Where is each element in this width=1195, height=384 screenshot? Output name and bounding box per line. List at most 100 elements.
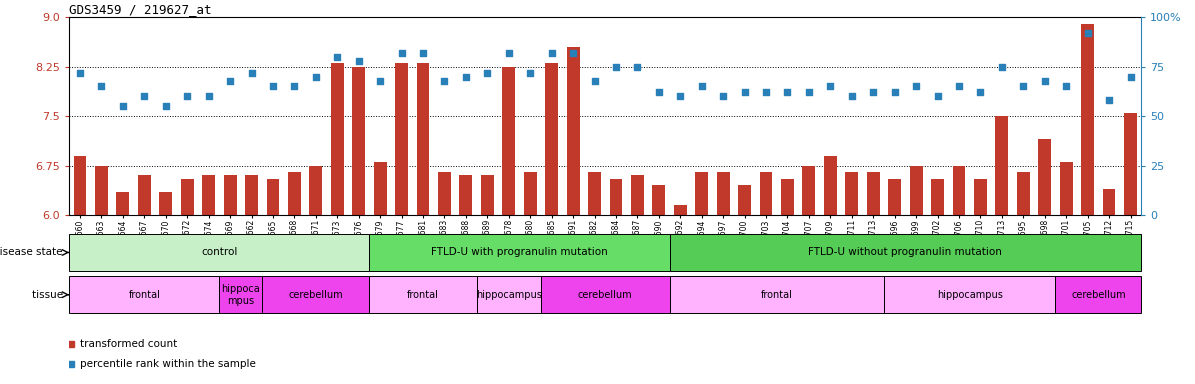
Bar (396, 63, 407, 215)
Bar (69, 276, 220, 313)
Point (649, 89, 668, 96)
Point (713, 93, 733, 99)
Point (606, 64, 625, 70)
Bar (477, 276, 541, 313)
Text: cerebellum: cerebellum (288, 290, 343, 300)
Bar (545, 63, 558, 215)
Bar (1017, 172, 1030, 215)
Bar (888, 179, 901, 215)
Text: FTLD-U without progranulin mutation: FTLD-U without progranulin mutation (809, 247, 1003, 258)
Point (842, 93, 862, 99)
Bar (96, 166, 108, 215)
Point (178, 93, 197, 99)
Point (692, 83, 711, 89)
Text: hippoca
mpus: hippoca mpus (221, 284, 261, 306)
Text: GDS3459 / 219627_at: GDS3459 / 219627_at (69, 3, 212, 16)
Point (864, 89, 883, 96)
Bar (669, 234, 1141, 271)
Point (478, 70, 497, 76)
Bar (1124, 113, 1136, 215)
Point (284, 83, 304, 89)
Bar (588, 172, 601, 215)
Bar (288, 172, 301, 215)
Bar (159, 192, 172, 215)
Bar (823, 156, 836, 215)
Point (263, 83, 282, 89)
Bar (1060, 162, 1073, 215)
Bar (1103, 189, 1115, 215)
Point (970, 89, 989, 96)
Point (543, 50, 562, 56)
Point (1035, 78, 1054, 84)
Point (200, 93, 219, 99)
Point (92, 83, 111, 89)
Bar (1081, 24, 1095, 215)
Point (885, 89, 905, 96)
Bar (180, 179, 194, 215)
Bar (331, 63, 344, 215)
Bar (674, 205, 687, 215)
Point (435, 78, 454, 84)
Bar (220, 276, 262, 313)
Bar (480, 175, 494, 215)
Bar (541, 276, 669, 313)
Text: hippocampus: hippocampus (937, 290, 1003, 300)
Bar (245, 175, 258, 215)
Point (756, 89, 776, 96)
Point (778, 89, 797, 96)
Point (799, 89, 819, 96)
Bar (652, 185, 666, 215)
Bar (609, 179, 623, 215)
Point (456, 73, 476, 79)
Text: hippocampus: hippocampus (476, 290, 541, 300)
Text: frontal: frontal (407, 290, 439, 300)
Text: frontal: frontal (761, 290, 792, 300)
Bar (739, 185, 750, 215)
Bar (1055, 276, 1141, 313)
Point (564, 50, 583, 56)
Text: transformed count: transformed count (80, 339, 177, 349)
Text: FTLD-U with progranulin mutation: FTLD-U with progranulin mutation (431, 247, 608, 258)
Bar (223, 175, 237, 215)
Text: cerebellum: cerebellum (578, 290, 632, 300)
Text: control: control (201, 247, 238, 258)
Point (992, 64, 1011, 70)
Text: tissue: tissue (32, 290, 66, 300)
Bar (69, 234, 369, 271)
Point (735, 89, 754, 96)
Bar (717, 172, 730, 215)
Point (1099, 97, 1119, 103)
Text: cerebellum: cerebellum (1071, 290, 1126, 300)
Bar (866, 172, 880, 215)
Point (929, 93, 948, 99)
Bar (995, 116, 1009, 215)
Bar (803, 166, 815, 215)
Bar (1038, 139, 1052, 215)
Point (392, 50, 411, 56)
Point (71, 70, 90, 76)
Text: percentile rank within the sample: percentile rank within the sample (80, 359, 256, 369)
Point (306, 73, 325, 79)
Bar (952, 166, 966, 215)
Point (500, 50, 519, 56)
Bar (760, 172, 772, 215)
Bar (439, 172, 451, 215)
Bar (369, 276, 477, 313)
Text: frontal: frontal (128, 290, 160, 300)
Point (157, 103, 176, 109)
Bar (116, 192, 129, 215)
Point (349, 58, 368, 64)
Bar (374, 162, 387, 215)
Point (821, 83, 840, 89)
Bar (310, 166, 323, 215)
Bar (460, 175, 472, 215)
Point (135, 93, 154, 99)
Bar (266, 179, 280, 215)
Bar (202, 175, 215, 215)
Point (1121, 73, 1140, 79)
Point (670, 93, 690, 99)
Point (370, 78, 390, 84)
Point (114, 103, 133, 109)
Bar (631, 175, 644, 215)
Bar (353, 67, 366, 215)
